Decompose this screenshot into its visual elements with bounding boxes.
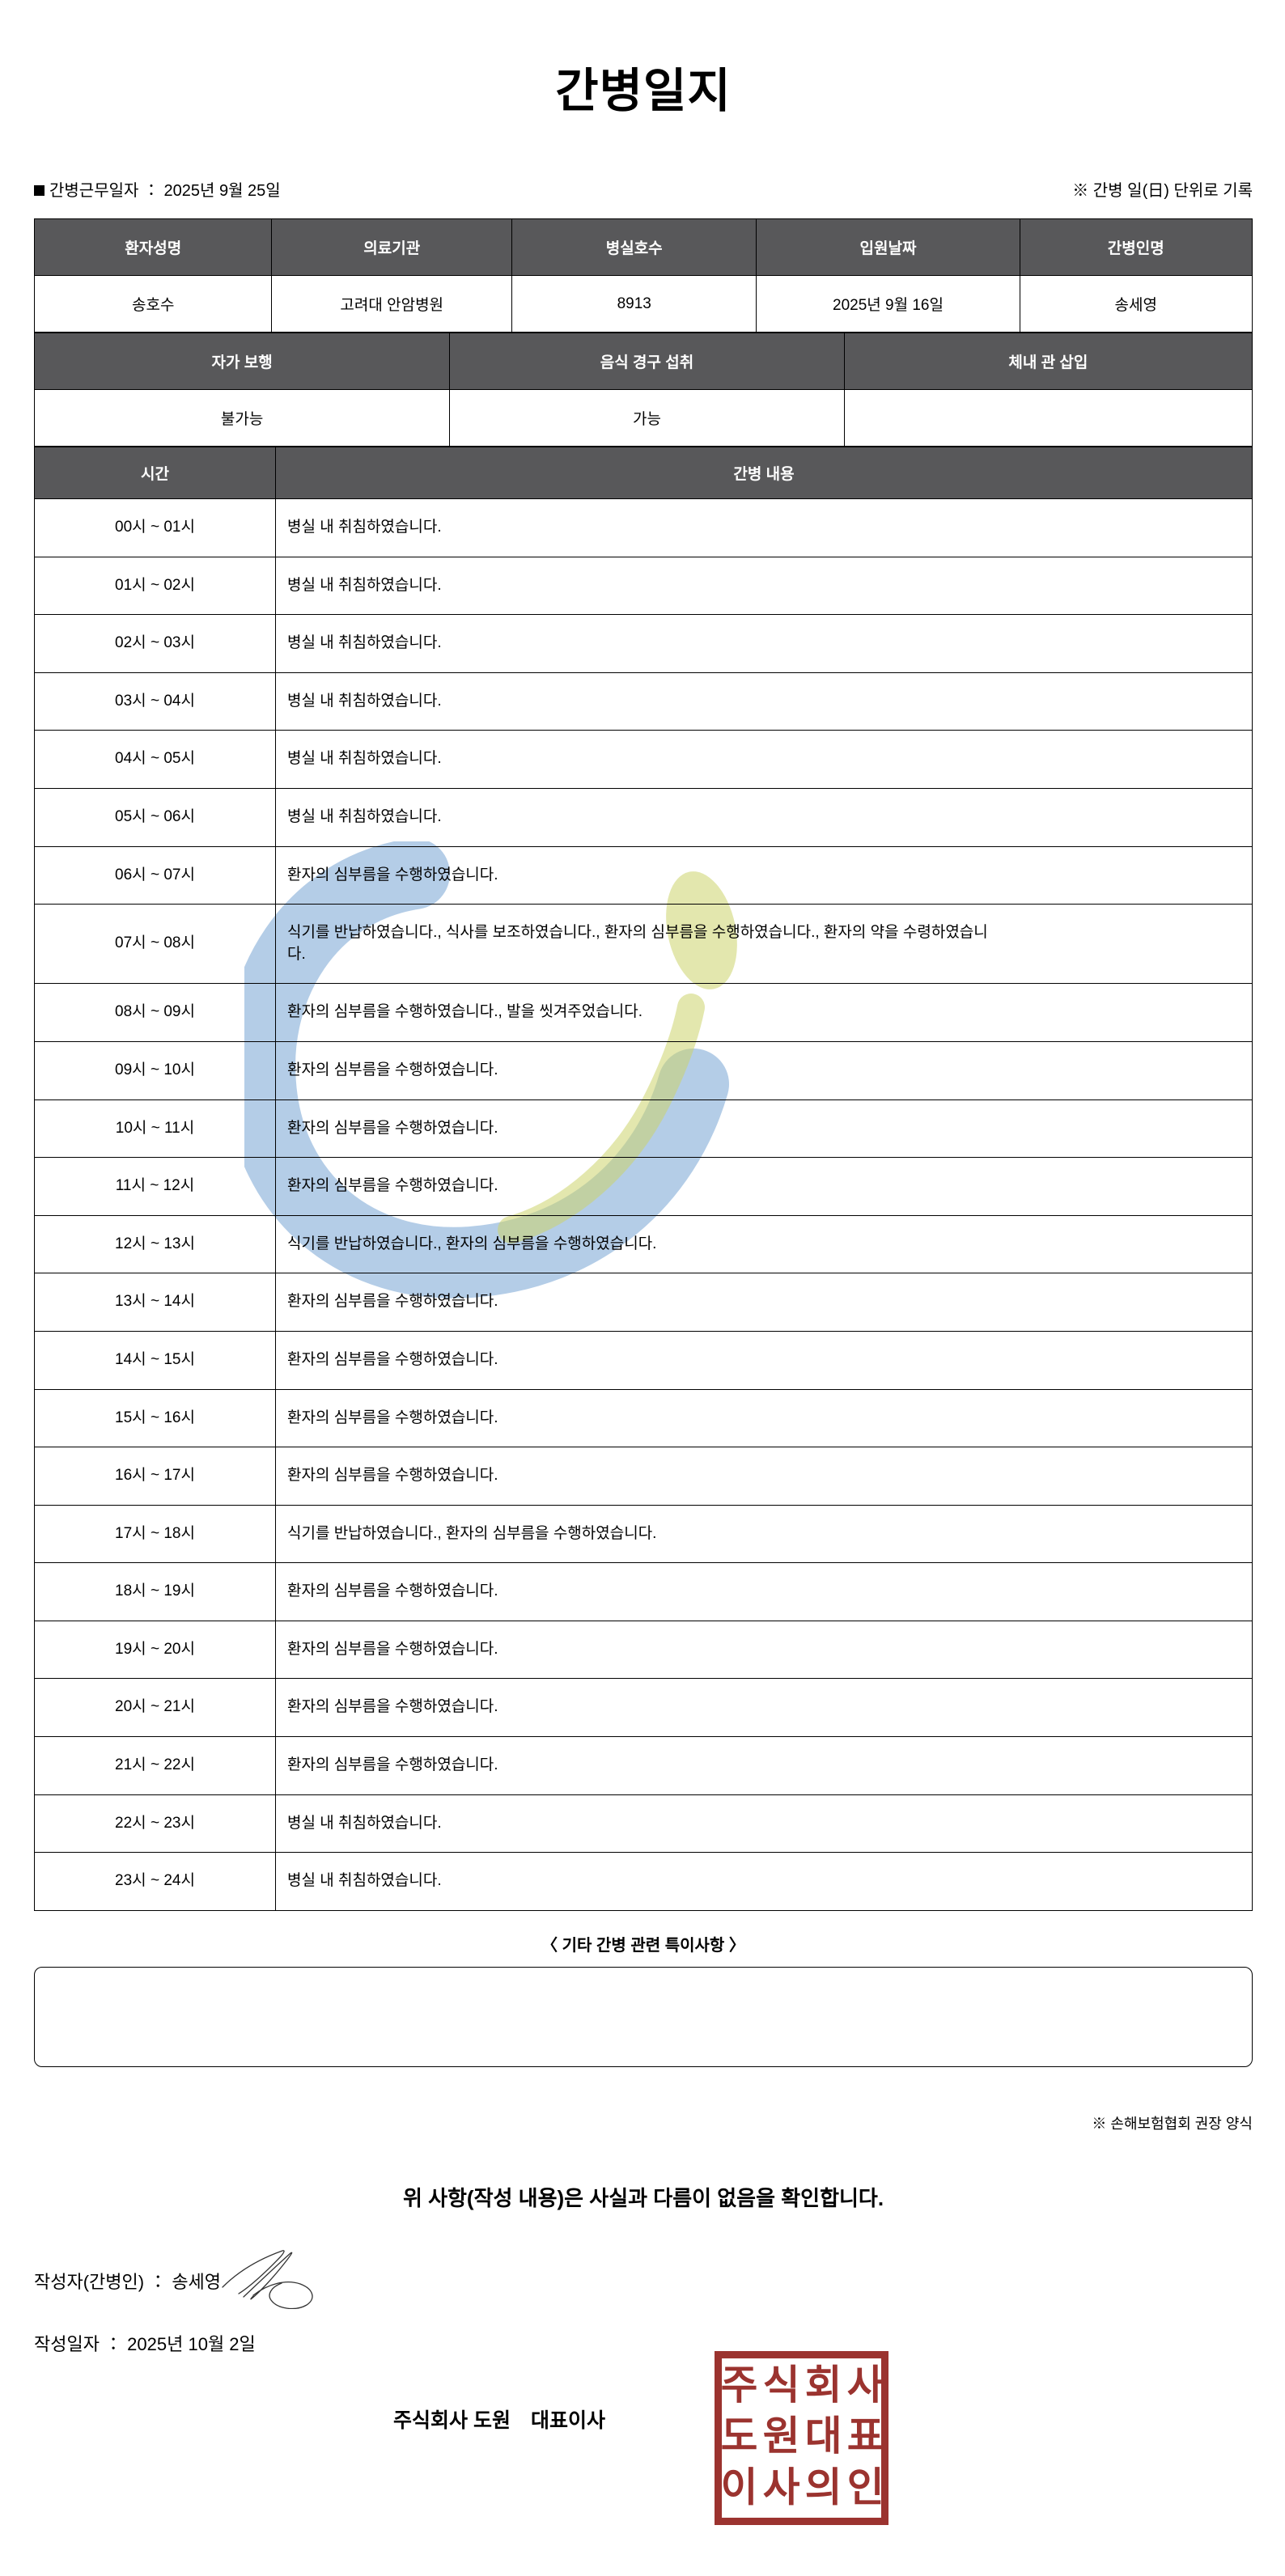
svg-text:대: 대 — [805, 2413, 842, 2459]
svg-text:이: 이 — [721, 2465, 758, 2510]
svg-text:주: 주 — [721, 2362, 758, 2408]
svg-text:식: 식 — [763, 2362, 800, 2408]
svg-text:표: 표 — [847, 2413, 884, 2459]
svg-text:도: 도 — [721, 2413, 758, 2459]
svg-text:인: 인 — [847, 2465, 884, 2510]
svg-text:의: 의 — [805, 2465, 842, 2510]
svg-text:사: 사 — [847, 2362, 884, 2408]
svg-text:회: 회 — [805, 2362, 842, 2408]
svg-text:사: 사 — [763, 2465, 800, 2510]
svg-text:원: 원 — [763, 2413, 800, 2459]
